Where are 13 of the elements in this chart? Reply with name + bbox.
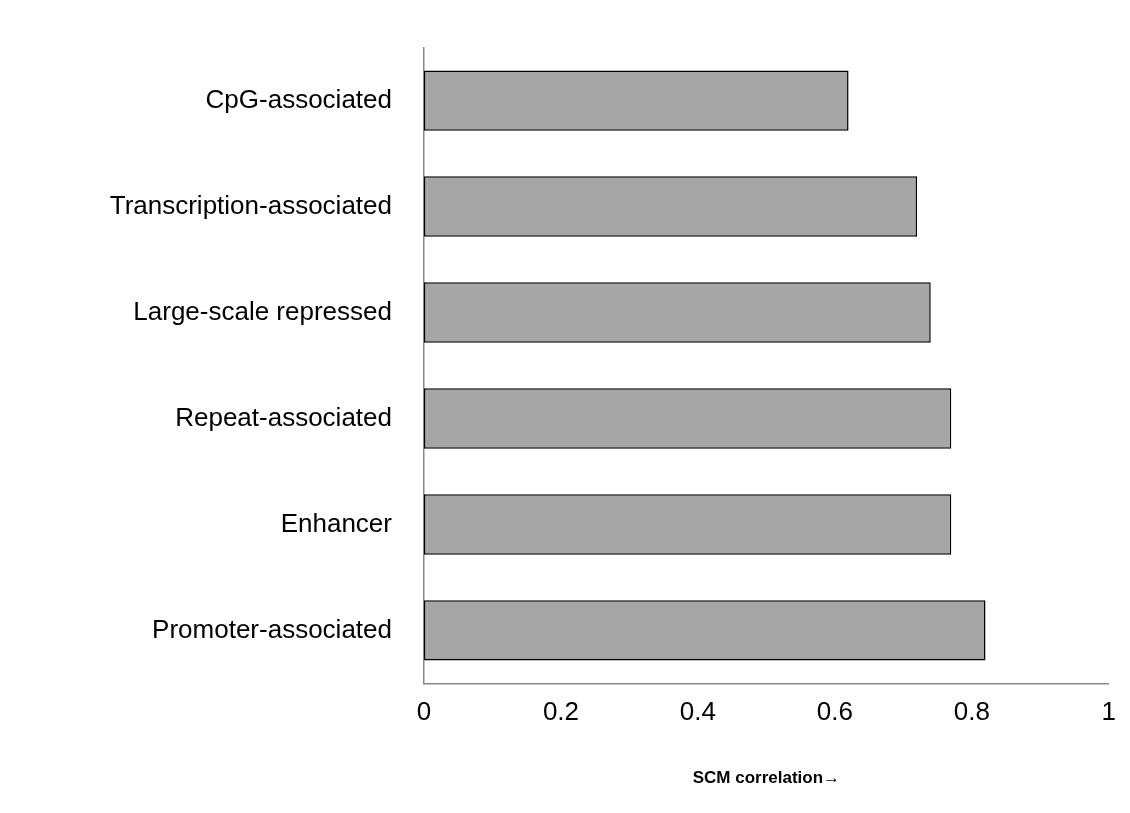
x-tick-label: 0.8	[953, 696, 990, 727]
x-tick-label: 0.2	[542, 696, 580, 727]
x-axis-title: SCM correlation→	[692, 768, 841, 788]
y-tick-label: Transcription-associated	[109, 189, 392, 220]
y-tick-label: Enhancer	[280, 507, 393, 538]
x-tick-label: 1	[1101, 696, 1116, 727]
x-tick-label: 0	[416, 696, 432, 727]
x-tick-label: 0.6	[816, 696, 853, 727]
y-tick-label: Promoter-associated	[152, 613, 392, 644]
y-tick-label: CpG-associated	[205, 83, 392, 114]
x-tick-label: 0.4	[679, 696, 716, 727]
y-tick-label: Large-scale repressed	[133, 295, 392, 326]
y-tick-label: Repeat-associated	[175, 401, 392, 432]
